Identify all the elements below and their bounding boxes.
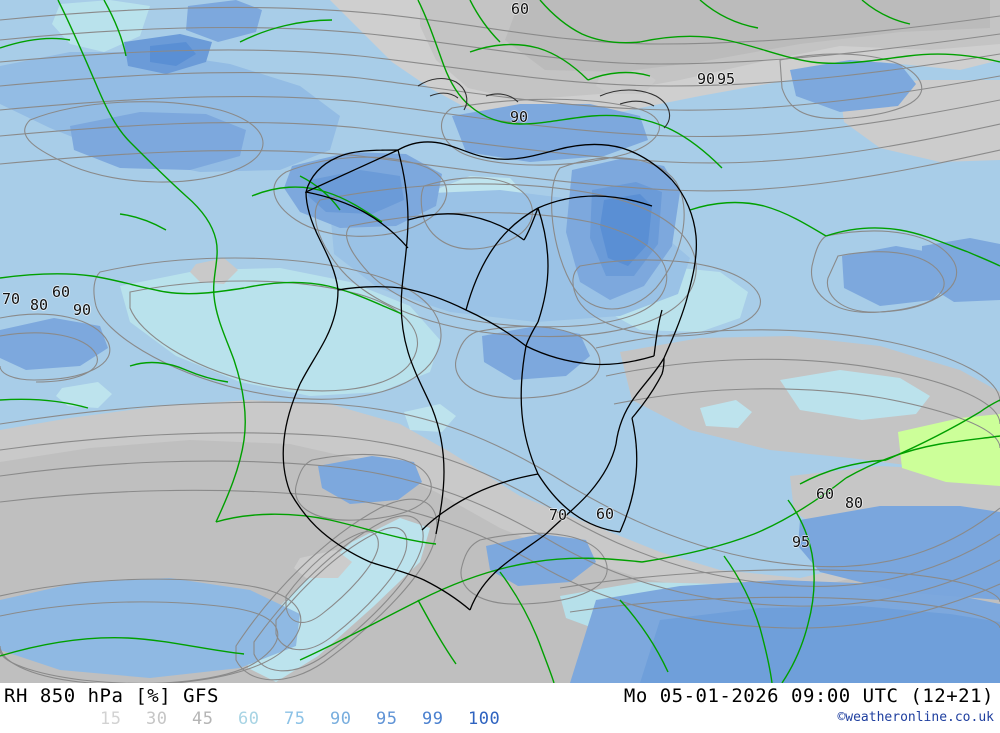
legend-tick-30: 30 bbox=[146, 709, 168, 729]
map-footer: RH 850 hPa [%] GFS Mo 05-01-2026 09:00 U… bbox=[0, 683, 1000, 733]
weather-map-canvas[interactable]: 60 90 95 90 70 60 80 90 70 60 60 80 95 bbox=[0, 0, 1000, 683]
fill-dry-band-north-core bbox=[505, 0, 990, 72]
fill-blue90-south-de bbox=[482, 326, 590, 380]
contour-label: 90 bbox=[697, 70, 716, 88]
contour-label: 60 bbox=[596, 505, 615, 523]
color-scale-legend: 15 30 45 60 75 90 95 99 100 bbox=[100, 709, 514, 729]
fill-blue-south-sea-deep bbox=[640, 606, 1000, 683]
fill-gray-island-b bbox=[596, 70, 656, 94]
fill-blue90-sw-de bbox=[486, 534, 596, 586]
legend-tick-60: 60 bbox=[238, 709, 260, 729]
fill-gray-island-a bbox=[190, 258, 238, 284]
fill-blue90-right-low bbox=[922, 238, 1000, 302]
lakes-and-small-features bbox=[417, 77, 671, 129]
fill-cyan-island-c bbox=[700, 400, 752, 428]
legend-tick-99: 99 bbox=[422, 709, 444, 729]
fill-blue90-ne-corner bbox=[790, 60, 916, 112]
fill-blue90-top-mid bbox=[452, 104, 648, 162]
fill-dry-green-se bbox=[898, 414, 1000, 486]
legend-tick-100: 100 bbox=[468, 709, 501, 729]
contour-label: 80 bbox=[30, 296, 49, 314]
fill-blue99-topleft bbox=[150, 42, 196, 66]
contour-label: 60 bbox=[816, 485, 835, 503]
legend-tick-15: 15 bbox=[100, 709, 122, 729]
contour-label: 90 bbox=[510, 108, 529, 126]
legend-tick-45: 45 bbox=[192, 709, 214, 729]
contour-lines bbox=[0, 6, 1000, 683]
copyright-credit[interactable]: ©weatheronline.co.uk bbox=[837, 710, 994, 725]
coast-and-borders-green bbox=[0, 0, 1000, 683]
fill-blue90-left-mid bbox=[0, 318, 108, 370]
fill-blue95-core-nw bbox=[308, 170, 404, 214]
rh-850-field-svg bbox=[0, 0, 1000, 683]
contour-label: 70 bbox=[549, 506, 568, 524]
model-run-timestamp: Mo 05-01-2026 09:00 UTC (12+21) bbox=[623, 685, 994, 707]
product-title: RH 850 hPa [%] GFS bbox=[4, 685, 219, 707]
fill-cyan-right-mid bbox=[780, 370, 930, 420]
fill-blue99-core-ne bbox=[600, 194, 652, 266]
contour-label: 95 bbox=[792, 533, 811, 551]
contour-label: 95 bbox=[717, 70, 736, 88]
contour-label: 60 bbox=[511, 0, 530, 18]
contour-label: 70 bbox=[2, 290, 21, 308]
contour-label: 90 bbox=[73, 301, 92, 319]
contour-label: 60 bbox=[52, 283, 71, 301]
fill-blue75-bottom bbox=[0, 578, 300, 678]
legend-tick-75: 75 bbox=[284, 709, 306, 729]
legend-tick-95: 95 bbox=[376, 709, 398, 729]
germany-borders bbox=[282, 141, 698, 611]
fill-blue90-small-n bbox=[186, 0, 262, 42]
fill-blue-right-lower bbox=[798, 506, 1000, 600]
fill-cyan-island-a bbox=[56, 382, 112, 408]
legend-tick-90: 90 bbox=[330, 709, 352, 729]
contour-label: 80 bbox=[845, 494, 864, 512]
